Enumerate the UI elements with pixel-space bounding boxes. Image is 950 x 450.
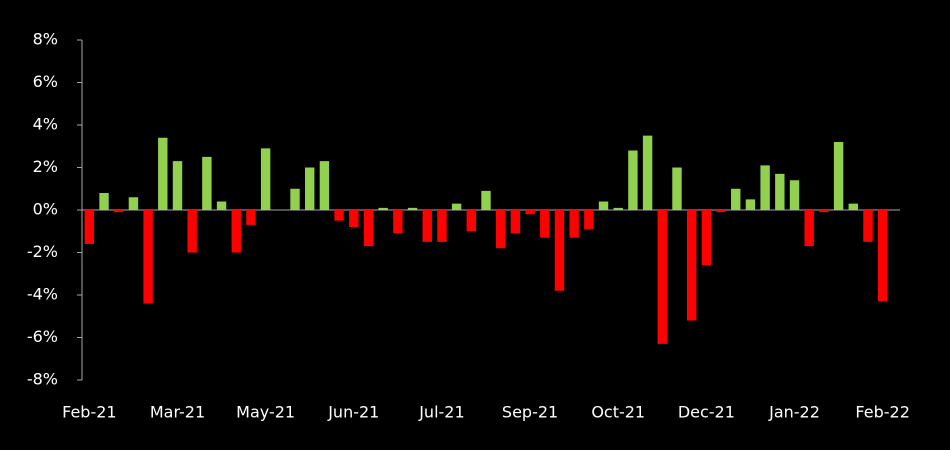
bar (657, 210, 667, 344)
bar (305, 167, 315, 210)
bar (672, 167, 682, 210)
bar (731, 188, 741, 210)
bar (628, 150, 638, 210)
y-tick-label: 2% (33, 157, 58, 176)
bar (334, 210, 344, 221)
bar (437, 210, 447, 242)
bar (143, 210, 153, 304)
bar (422, 210, 432, 242)
bar (393, 210, 403, 234)
bar (686, 210, 697, 321)
bar (466, 210, 477, 232)
x-tick-label: Oct-21 (591, 403, 645, 422)
bar (877, 210, 888, 302)
bar (407, 207, 418, 210)
y-tick-label: -8% (27, 370, 58, 389)
bar (84, 210, 95, 244)
bar (202, 156, 212, 210)
bar (114, 210, 124, 213)
bar (378, 207, 388, 210)
y-tick-label: -4% (27, 285, 58, 304)
bar (495, 210, 506, 249)
bar (775, 173, 785, 210)
bar (598, 201, 609, 210)
bar (290, 188, 300, 210)
y-tick-label: 8% (33, 30, 58, 49)
y-tick-label: 0% (33, 200, 58, 219)
bar (584, 210, 594, 230)
bar (525, 210, 535, 215)
x-tick-label: Feb-22 (855, 403, 909, 422)
bar (187, 210, 197, 253)
bar (745, 199, 756, 210)
x-tick-label: Sep-21 (502, 403, 558, 422)
bar (760, 165, 770, 210)
bar (789, 180, 800, 210)
bar (363, 210, 374, 247)
bar (158, 137, 168, 210)
bar (701, 210, 712, 266)
y-tick-label: -2% (27, 242, 58, 261)
bar (569, 210, 579, 238)
y-tick-label: 4% (33, 115, 58, 134)
bar (863, 210, 873, 242)
bar (554, 210, 565, 291)
bar (481, 190, 491, 210)
bar (833, 142, 844, 210)
bar (260, 148, 271, 210)
x-tick-label: Jun-21 (327, 403, 379, 422)
y-tick-label: 6% (33, 72, 58, 91)
bar (510, 210, 521, 234)
bar (216, 201, 227, 210)
x-tick-label: May-21 (236, 403, 295, 422)
bar (848, 203, 858, 210)
bar (231, 210, 241, 253)
bar (349, 210, 359, 227)
bar (540, 210, 550, 238)
bar (716, 210, 726, 213)
x-tick-label: Dec-21 (678, 403, 735, 422)
x-tick-label: Mar-21 (150, 403, 205, 422)
bar (804, 210, 814, 247)
y-tick-label: -6% (27, 327, 58, 346)
bar (319, 161, 330, 210)
bar (246, 210, 256, 225)
bar (99, 193, 109, 210)
x-tick-label: Feb-21 (62, 403, 116, 422)
bar (172, 161, 183, 210)
bar (642, 135, 653, 210)
x-tick-label: Jul-21 (418, 403, 464, 422)
bar (819, 210, 829, 213)
x-tick-label: Jan-22 (768, 403, 820, 422)
bar (613, 207, 623, 210)
bar (128, 197, 139, 210)
bar (451, 203, 462, 210)
